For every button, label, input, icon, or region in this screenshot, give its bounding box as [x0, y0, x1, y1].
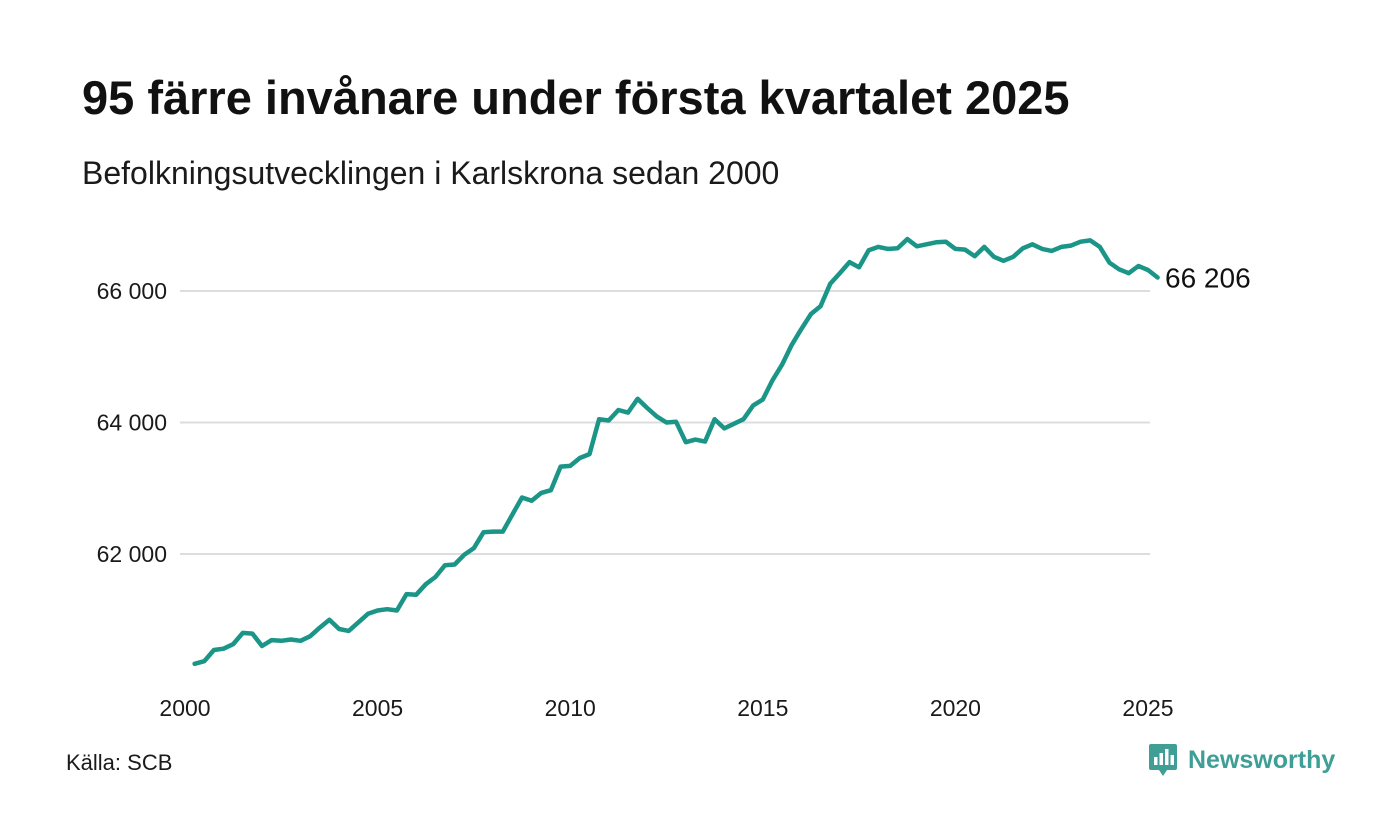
x-tick-label: 2005 — [352, 695, 403, 721]
x-tick-label: 2010 — [545, 695, 596, 721]
newsworthy-logo-icon — [1149, 744, 1177, 776]
y-tick-label: 66 000 — [97, 278, 167, 304]
x-tick-label: 2000 — [159, 695, 210, 721]
end-label-layer: 66 206 — [1165, 262, 1251, 293]
x-tick-label: 2020 — [930, 695, 981, 721]
brand-name: Newsworthy — [1188, 745, 1336, 774]
series-line — [192, 236, 1160, 667]
y-axis-ticks: 62 000 64 000 66 000 — [97, 278, 167, 567]
x-tick-label: 2015 — [737, 695, 788, 721]
x-tick-label: 2025 — [1122, 695, 1173, 721]
chart-title: 95 färre invånare under första kvartalet… — [82, 71, 1070, 124]
chart-subtitle: Befolkningsutvecklingen i Karlskrona sed… — [82, 155, 780, 191]
last-value-label: 66 206 — [1165, 262, 1251, 293]
source-note: Källa: SCB — [66, 750, 173, 775]
series-layer — [192, 236, 1160, 667]
y-tick-label: 62 000 — [97, 541, 167, 567]
brand-logo[interactable]: Newsworthy — [1148, 742, 1335, 778]
y-tick-label: 64 000 — [97, 410, 167, 436]
x-axis-ticks: 2000 2005 2010 2015 2020 2025 — [159, 695, 1173, 721]
